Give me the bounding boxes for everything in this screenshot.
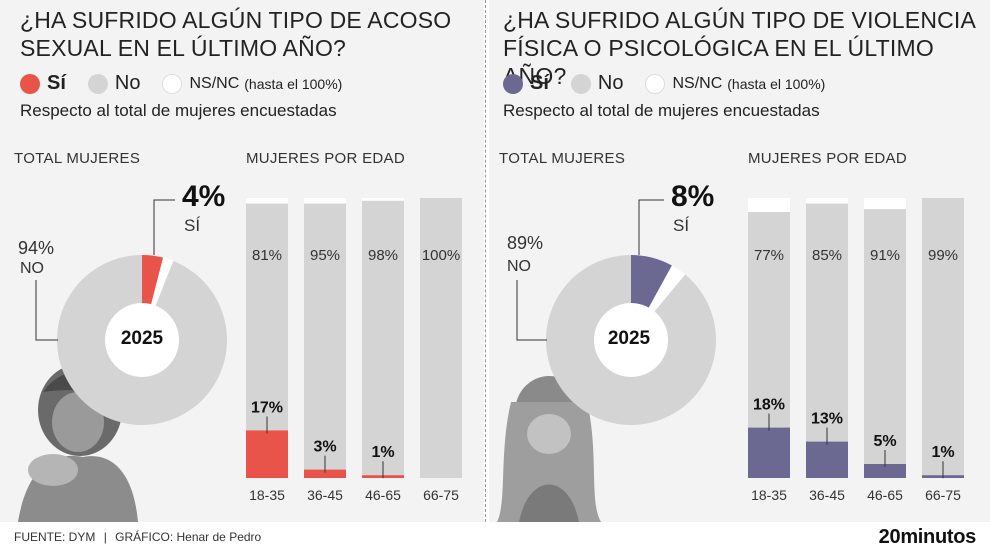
legend-nsnc-swatch <box>645 73 666 94</box>
donut-center-year: 2025 <box>120 328 164 349</box>
legend-no-swatch <box>570 73 591 94</box>
subtitle-right: Respecto al total de mujeres encuestadas <box>503 101 820 120</box>
subtitle-left: Respecto al total de mujeres encuestadas <box>20 101 337 120</box>
leader-line-yes <box>153 199 175 255</box>
legend-nsnc-label: NS/NC <box>189 74 240 92</box>
chart-title-harassment: ¿HA SUFRIDO ALGÚN TIPO DE ACOSO SEXUAL E… <box>20 7 452 61</box>
bar-no <box>748 212 790 428</box>
legend-no-label: No <box>114 72 141 94</box>
legend-yes-swatch <box>20 73 40 94</box>
category-label: 18-35 <box>751 487 787 503</box>
footer-credits: FUENTE: DYM | GRÁFICO: Henar de Pedro <box>14 530 261 544</box>
legend-left: Sí No NS/NC (hasta el 100%) <box>20 72 364 95</box>
legend-yes-label: Sí <box>530 72 549 94</box>
bar-yes-label: 18% <box>753 397 785 414</box>
donut-no-percent: 94% <box>18 238 55 258</box>
category-label: 46-65 <box>365 487 401 503</box>
section-age-right: MUJERES POR EDAD <box>748 150 907 167</box>
legend-no-swatch <box>87 73 108 94</box>
panel-divider <box>485 0 486 522</box>
category-label: 18-35 <box>249 487 285 503</box>
bar-no-label: 91% <box>870 247 900 264</box>
donut-yes-percent: 8% <box>671 180 715 213</box>
donut-yes-caption: SÍ <box>673 216 690 235</box>
bar-no-label: 99% <box>928 247 958 264</box>
legend-nsnc-swatch <box>162 73 183 94</box>
chart-title-violence: ¿HA SUFRIDO ALGÚN TIPO DE VIOLENCIA FÍSI… <box>503 7 975 89</box>
bar-nsnc <box>246 198 288 204</box>
bar-yes <box>806 441 848 478</box>
category-label: 46-65 <box>867 487 903 503</box>
category-label: 36-45 <box>307 487 343 503</box>
leader-line-no <box>516 280 547 341</box>
legend-yes-swatch <box>503 73 523 94</box>
bar-nsnc <box>362 198 404 201</box>
bar-yes <box>864 464 906 478</box>
donut-yes-percent: 4% <box>182 180 226 213</box>
legend-yes-label: Sí <box>47 72 66 94</box>
section-total-right: TOTAL MUJERES <box>499 150 626 167</box>
footer-separator: | <box>103 530 107 544</box>
leader-line-yes <box>638 199 664 255</box>
left-panel: ¿HA SUFRIDO ALGÚN TIPO DE ACOSO SEXUAL E… <box>0 0 484 522</box>
section-total-left: TOTAL MUJERES <box>14 150 141 167</box>
donut-hole <box>105 303 179 377</box>
legend-nsnc-label: NS/NC <box>672 74 723 92</box>
donut-yes-caption: SÍ <box>184 216 201 235</box>
bar-no-label: 77% <box>754 247 784 264</box>
bar-no-label: 81% <box>252 247 282 264</box>
bar-yes-label: 13% <box>811 411 843 428</box>
section-age-left: MUJERES POR EDAD <box>246 150 405 167</box>
right-panel: ¿HA SUFRIDO ALGÚN TIPO DE VIOLENCIA FÍSI… <box>489 0 990 522</box>
bar-yes-label: 3% <box>313 439 336 456</box>
bar-no <box>304 203 346 470</box>
donut-center-year: 2025 <box>607 328 651 349</box>
bar-yes <box>246 430 288 478</box>
bar-yes-label: 1% <box>371 444 394 461</box>
bar-no-label: 95% <box>310 247 340 264</box>
legend-nsnc-note: (hasta el 100%) <box>727 75 826 92</box>
donut-no-caption: NO <box>507 258 531 275</box>
bar-yes-label: 1% <box>931 444 954 461</box>
donut-chart-harassment: 81% 17% 18-35 95% 3% 36-45 98% 1% 46-65 100% 66-75 <box>35 198 462 503</box>
bar-no <box>806 203 848 442</box>
bar-yes <box>748 427 790 478</box>
legend-nsnc-note: (hasta el 100%) <box>244 75 343 92</box>
bar-no-label: 85% <box>812 247 842 264</box>
bar-nsnc <box>748 198 790 212</box>
donut-no-percent: 89% <box>507 233 544 253</box>
source-label: FUENTE: DYM <box>14 530 96 544</box>
category-label: 66-75 <box>925 487 961 503</box>
legend-right: Sí No NS/NC (hasta el 100%) <box>503 72 847 95</box>
bar-nsnc <box>806 198 848 204</box>
donut-chart-violence: 77% 18% 18-35 85% 13% 36-45 91% 5% 46-65 99% 1% 66-… <box>516 198 964 503</box>
bar-yes-label: 17% <box>251 399 283 416</box>
bar-no-label: 98% <box>368 247 398 264</box>
bar-no <box>362 200 404 476</box>
leader-line-no <box>35 280 58 341</box>
bar-no <box>420 198 462 478</box>
category-label: 36-45 <box>809 487 845 503</box>
bar-no <box>864 209 906 464</box>
bar-yes-label: 5% <box>873 433 896 450</box>
bar-yes <box>304 469 346 478</box>
donut-hole <box>594 303 668 377</box>
brand-logo: 20minutos <box>878 526 977 548</box>
bar-nsnc <box>304 198 346 204</box>
bar-no <box>922 198 964 476</box>
graphic-credit: GRÁFICO: Henar de Pedro <box>115 530 262 544</box>
donut-no-caption: NO <box>20 260 44 277</box>
category-label: 66-75 <box>423 487 459 503</box>
bar-no-label: 100% <box>422 247 460 264</box>
legend-no-label: No <box>597 72 624 94</box>
bar-nsnc <box>864 198 906 210</box>
bar-no <box>246 203 288 431</box>
